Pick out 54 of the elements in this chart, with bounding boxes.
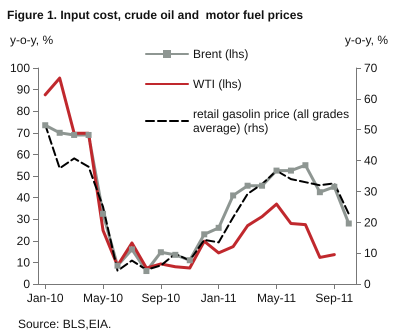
point bbox=[114, 262, 120, 269]
point bbox=[274, 168, 280, 174]
y-axis-title: y-o-y, % bbox=[10, 33, 54, 47]
legend-label: Brent (lhs) bbox=[193, 47, 248, 61]
point bbox=[42, 122, 48, 128]
point bbox=[158, 249, 164, 256]
y-tick-label: 80 bbox=[16, 104, 30, 118]
y2-tick-label: 40 bbox=[364, 154, 378, 168]
point bbox=[216, 224, 222, 231]
y2-tick-label: 70 bbox=[364, 61, 378, 75]
point bbox=[201, 231, 208, 238]
point bbox=[143, 268, 150, 274]
y-tick-label: 90 bbox=[16, 82, 30, 97]
x-tick-label: May-11 bbox=[256, 291, 296, 305]
y-tick-label: 70 bbox=[16, 126, 30, 140]
y-tick-label: 20 bbox=[16, 234, 30, 248]
y2-tick-label: 0 bbox=[364, 277, 371, 291]
point bbox=[230, 192, 236, 198]
legend-label: retail gasolin price (all grades average) (rhs) bbox=[193, 107, 352, 135]
point bbox=[259, 182, 266, 189]
y2-axis-title: y-o-y, % bbox=[344, 33, 388, 47]
y-tick-label: 100 bbox=[10, 61, 30, 75]
y2-tick-label: 20 bbox=[364, 215, 378, 230]
y2-tick-label: 10 bbox=[364, 246, 378, 260]
y2-tick-label: 50 bbox=[364, 122, 378, 137]
point bbox=[172, 252, 178, 258]
x-tick-label: Sep-10 bbox=[142, 291, 181, 305]
y-tick-label: 40 bbox=[16, 190, 30, 205]
point bbox=[288, 168, 294, 174]
point bbox=[86, 132, 92, 138]
point bbox=[302, 162, 308, 168]
y-tick-label: 60 bbox=[16, 147, 30, 162]
y-tick-label: 50 bbox=[16, 169, 30, 183]
chart-title: Figure 1. Input cost, crude oil and motor fuel prices bbox=[7, 8, 304, 22]
x-tick-label: Jan-10 bbox=[26, 291, 64, 305]
point bbox=[186, 257, 193, 264]
point bbox=[244, 182, 251, 189]
x-tick-label: May-10 bbox=[83, 291, 124, 305]
point bbox=[331, 184, 338, 190]
point bbox=[128, 246, 135, 252]
x-tick-label: Sep-11 bbox=[315, 291, 354, 305]
y2-tick-label: 60 bbox=[364, 92, 378, 106]
y2-tick-label: 30 bbox=[364, 184, 378, 198]
x-tick-label: Jan-11 bbox=[200, 291, 237, 305]
point bbox=[100, 210, 106, 217]
y-tick-label: 10 bbox=[16, 255, 30, 270]
point bbox=[346, 220, 352, 227]
source-note: Source: BLS,EIA. bbox=[18, 317, 112, 331]
point bbox=[71, 132, 78, 138]
y-tick-label: 0 bbox=[23, 277, 30, 291]
point bbox=[56, 130, 63, 136]
legend-label: WTI (lhs) bbox=[193, 77, 242, 91]
point bbox=[316, 189, 323, 196]
y-tick-label: 30 bbox=[16, 212, 30, 226]
